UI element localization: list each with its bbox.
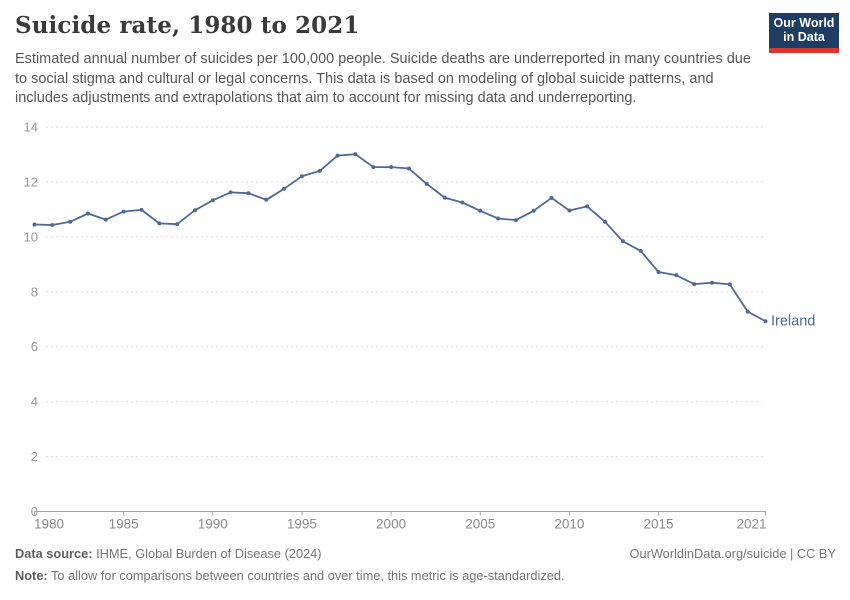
data-point-1988[interactable] <box>175 222 180 227</box>
data-point-2011[interactable] <box>585 204 590 209</box>
y-tick-label-12: 12 <box>24 174 38 189</box>
x-tick-label-1990: 1990 <box>198 517 228 532</box>
data-point-1996[interactable] <box>317 168 322 173</box>
data-point-1991[interactable] <box>228 190 233 195</box>
owid-logo-text: Our World in Data <box>769 13 839 48</box>
data-point-2002[interactable] <box>424 181 429 186</box>
data-point-1987[interactable] <box>157 221 162 226</box>
logo-red-stripe <box>769 48 839 53</box>
data-point-2003[interactable] <box>442 195 447 200</box>
line-chart-canvas[interactable]: 0246810121419801985199019952000200520102… <box>0 105 850 545</box>
data-point-1983[interactable] <box>86 211 90 216</box>
data-point-2006[interactable] <box>496 216 501 221</box>
data-point-2016[interactable] <box>674 273 679 278</box>
chart-footer: Data source: IHME, Global Burden of Dise… <box>15 543 836 587</box>
x-tick-label-2010: 2010 <box>554 517 584 532</box>
data-point-1980[interactable] <box>32 222 37 227</box>
data-point-2005[interactable] <box>478 208 483 213</box>
data-point-2007[interactable] <box>513 218 518 223</box>
data-point-2017[interactable] <box>692 282 697 287</box>
data-point-1993[interactable] <box>264 197 269 202</box>
data-point-2010[interactable] <box>567 208 572 213</box>
data-point-2019[interactable] <box>727 282 732 287</box>
x-tick-label-2021: 2021 <box>736 517 766 532</box>
owid-logo[interactable]: Our World in Data <box>769 13 839 53</box>
page-title: Suicide rate, 1980 to 2021 <box>15 12 360 39</box>
data-point-2014[interactable] <box>638 248 643 253</box>
data-point-2008[interactable] <box>531 208 536 213</box>
x-tick-label-1980: 1980 <box>34 517 64 532</box>
data-point-1984[interactable] <box>103 217 108 222</box>
data-point-1990[interactable] <box>210 198 215 203</box>
data-point-2009[interactable] <box>549 195 554 200</box>
data-point-1998[interactable] <box>353 152 358 157</box>
data-point-1994[interactable] <box>282 186 287 191</box>
y-tick-label-10: 10 <box>24 229 38 244</box>
data-point-2021[interactable] <box>763 319 768 324</box>
data-point-1995[interactable] <box>299 174 304 179</box>
data-point-1981[interactable] <box>50 223 55 227</box>
data-point-1986[interactable] <box>139 207 144 212</box>
data-point-2020[interactable] <box>745 309 750 314</box>
data-point-2012[interactable] <box>603 219 607 224</box>
y-tick-label-4: 4 <box>31 394 38 409</box>
logo-line2: in Data <box>783 30 825 44</box>
data-point-1982[interactable] <box>68 219 73 224</box>
data-point-1989[interactable] <box>193 208 197 213</box>
y-tick-label-8: 8 <box>31 284 38 299</box>
footer-note: Note: To allow for comparisons between c… <box>15 565 836 587</box>
logo-line1: Our World <box>773 16 835 30</box>
attribution-link[interactable]: OurWorldinData.org/suicide | CC BY <box>629 546 837 561</box>
x-tick-label-2015: 2015 <box>644 517 674 532</box>
x-tick-label-2005: 2005 <box>465 517 495 532</box>
y-tick-label-2: 2 <box>31 449 38 464</box>
data-point-1999[interactable] <box>371 165 376 170</box>
note-text: To allow for comparisons between countri… <box>47 568 565 583</box>
note-label: Note: <box>15 568 48 583</box>
data-point-1992[interactable] <box>246 191 251 196</box>
x-tick-label-2000: 2000 <box>376 517 406 532</box>
series-label-ireland[interactable]: Ireland <box>771 314 815 330</box>
data-point-2013[interactable] <box>620 239 625 244</box>
y-tick-label-6: 6 <box>31 339 38 354</box>
data-point-2004[interactable] <box>460 200 465 205</box>
x-tick-label-1985: 1985 <box>109 517 139 532</box>
y-tick-label-14: 14 <box>24 120 38 135</box>
data-point-1985[interactable] <box>121 209 126 214</box>
data-point-2018[interactable] <box>710 280 714 285</box>
data-point-2000[interactable] <box>389 165 394 170</box>
x-tick-label-1995: 1995 <box>287 517 317 532</box>
data-source: Data source: IHME, Global Burden of Dise… <box>15 543 322 565</box>
data-point-2015[interactable] <box>656 270 661 274</box>
line-series-ireland[interactable] <box>33 153 767 323</box>
chart-subtitle: Estimated annual number of suicides per … <box>15 51 751 106</box>
data-source-text: IHME, Global Burden of Disease (2024) <box>92 546 322 561</box>
data-point-2001[interactable] <box>406 166 411 171</box>
data-point-1997[interactable] <box>335 153 340 158</box>
data-source-label: Data source: <box>15 546 93 561</box>
